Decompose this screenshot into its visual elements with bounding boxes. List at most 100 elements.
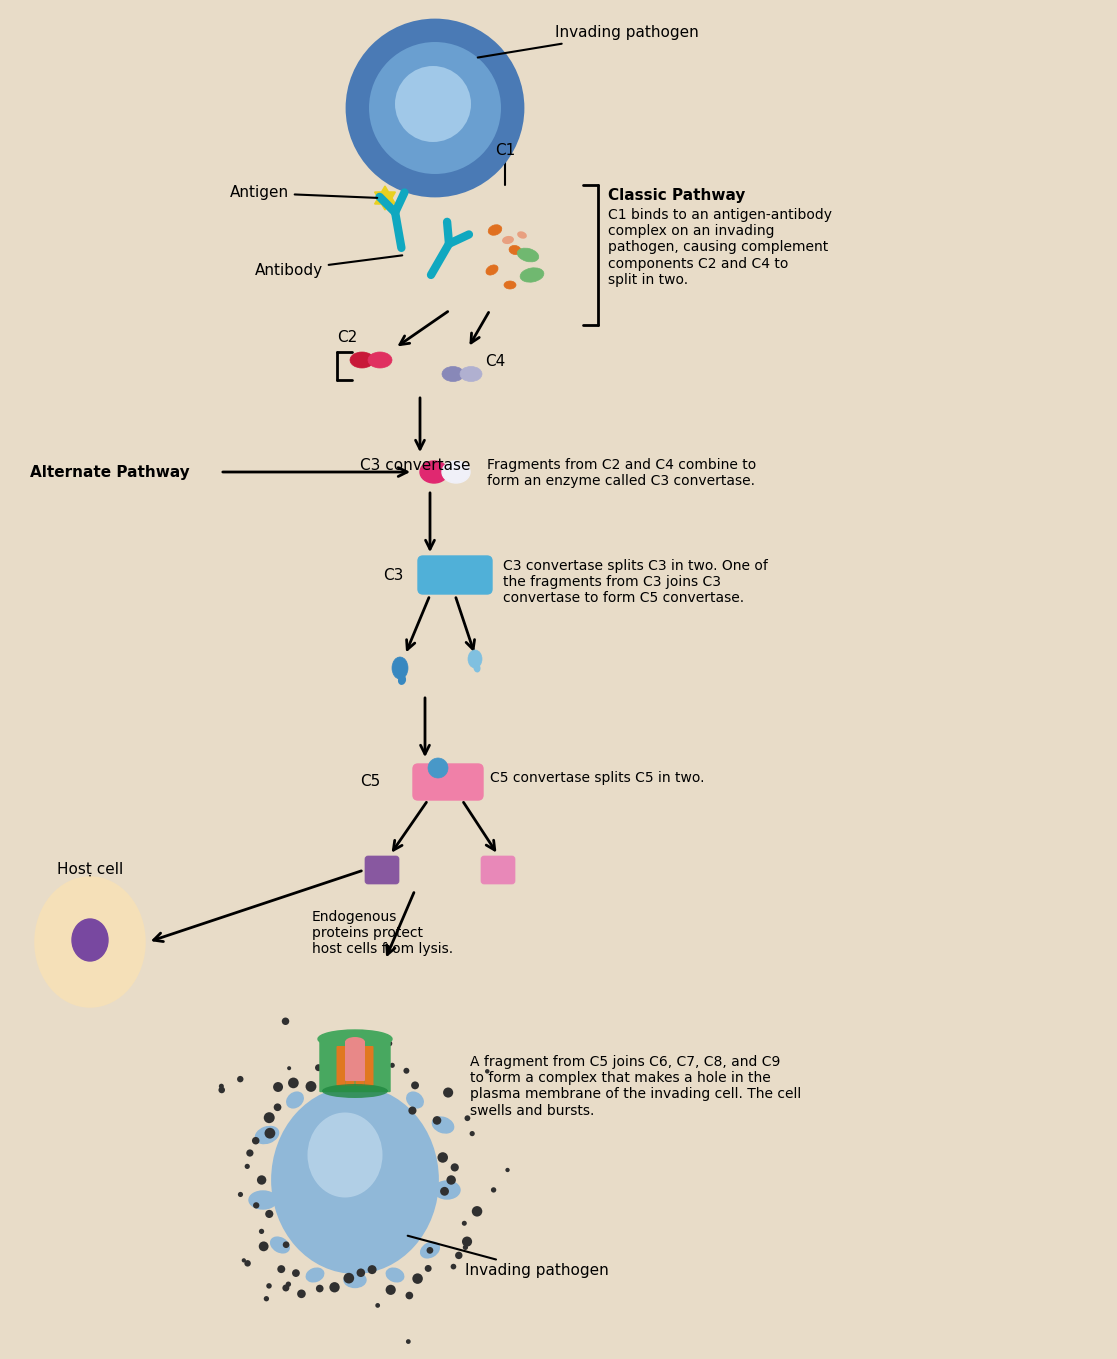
Circle shape: [405, 1339, 411, 1344]
Circle shape: [450, 1264, 456, 1269]
Circle shape: [283, 1241, 289, 1248]
Ellipse shape: [398, 675, 407, 685]
Circle shape: [347, 20, 523, 196]
Circle shape: [259, 1229, 265, 1234]
Text: Antigen: Antigen: [230, 185, 378, 201]
Text: C5: C5: [360, 775, 380, 790]
Circle shape: [375, 1303, 380, 1307]
Ellipse shape: [256, 1127, 278, 1143]
Circle shape: [219, 1087, 225, 1093]
Text: C3 convertase splits C3 in two. One of
the fragments from C3 joins C3
convertase: C3 convertase splits C3 in two. One of t…: [503, 559, 767, 605]
FancyBboxPatch shape: [327, 1038, 336, 1093]
FancyBboxPatch shape: [319, 1038, 328, 1093]
Circle shape: [288, 1078, 298, 1089]
FancyBboxPatch shape: [365, 856, 399, 883]
Circle shape: [330, 1282, 340, 1292]
FancyBboxPatch shape: [366, 1038, 375, 1093]
FancyBboxPatch shape: [355, 1046, 364, 1086]
Ellipse shape: [432, 1117, 454, 1133]
Circle shape: [287, 1067, 292, 1070]
Circle shape: [369, 42, 502, 174]
Ellipse shape: [407, 1093, 423, 1108]
Ellipse shape: [322, 1084, 388, 1098]
Circle shape: [264, 1296, 269, 1302]
Circle shape: [265, 1210, 274, 1218]
Circle shape: [395, 67, 471, 141]
Circle shape: [411, 1082, 419, 1090]
FancyBboxPatch shape: [418, 556, 491, 594]
Ellipse shape: [460, 367, 483, 382]
Circle shape: [440, 1186, 449, 1196]
FancyBboxPatch shape: [345, 1046, 354, 1086]
Circle shape: [424, 1265, 431, 1272]
Circle shape: [245, 1163, 250, 1169]
Circle shape: [283, 1284, 289, 1291]
FancyBboxPatch shape: [351, 1038, 360, 1093]
FancyBboxPatch shape: [336, 1046, 345, 1086]
Ellipse shape: [386, 1268, 403, 1282]
Ellipse shape: [521, 268, 544, 283]
Circle shape: [238, 1192, 244, 1197]
Circle shape: [357, 1074, 366, 1082]
Circle shape: [390, 1063, 394, 1068]
Circle shape: [385, 1284, 395, 1295]
Ellipse shape: [36, 878, 144, 1006]
Ellipse shape: [468, 650, 483, 669]
Ellipse shape: [345, 1037, 365, 1046]
Ellipse shape: [488, 224, 502, 235]
Circle shape: [292, 1269, 299, 1277]
Polygon shape: [374, 186, 395, 211]
Ellipse shape: [273, 1087, 438, 1272]
Ellipse shape: [367, 352, 392, 368]
Text: C3: C3: [383, 568, 403, 583]
Ellipse shape: [318, 1030, 392, 1048]
Text: Invading pathogen: Invading pathogen: [478, 26, 699, 57]
Circle shape: [315, 1064, 322, 1071]
Circle shape: [246, 1150, 254, 1157]
Circle shape: [471, 1205, 483, 1216]
Circle shape: [461, 1220, 467, 1226]
Text: C5 convertase splits C5 in two.: C5 convertase splits C5 in two.: [490, 771, 705, 786]
Ellipse shape: [502, 236, 514, 245]
Text: C1: C1: [495, 143, 515, 158]
Circle shape: [462, 1237, 472, 1246]
Circle shape: [403, 1068, 410, 1074]
Circle shape: [438, 1152, 448, 1163]
Circle shape: [367, 1265, 376, 1275]
Text: Host cell: Host cell: [57, 862, 123, 877]
Circle shape: [281, 1018, 289, 1025]
Circle shape: [432, 1116, 441, 1125]
Circle shape: [462, 1245, 468, 1250]
Ellipse shape: [270, 1237, 289, 1253]
Circle shape: [257, 1176, 266, 1185]
Circle shape: [297, 1290, 306, 1298]
FancyBboxPatch shape: [345, 1041, 365, 1080]
Circle shape: [485, 1070, 489, 1074]
Circle shape: [465, 1116, 470, 1121]
Ellipse shape: [421, 1242, 439, 1258]
Circle shape: [277, 1265, 285, 1273]
Circle shape: [447, 1176, 456, 1185]
Circle shape: [427, 1248, 433, 1254]
Circle shape: [264, 1112, 275, 1123]
Ellipse shape: [306, 1268, 324, 1282]
Circle shape: [490, 1188, 496, 1193]
Circle shape: [370, 1083, 375, 1089]
Circle shape: [266, 1283, 271, 1288]
FancyBboxPatch shape: [364, 1046, 373, 1086]
Text: Fragments from C2 and C4 combine to
form an enzyme called C3 convertase.: Fragments from C2 and C4 combine to form…: [487, 458, 756, 488]
Circle shape: [237, 1076, 244, 1082]
Circle shape: [219, 1083, 223, 1089]
Text: C1 binds to an antigen-antibody
complex on an invading
pathogen, causing complem: C1 binds to an antigen-antibody complex …: [608, 208, 832, 287]
Text: C4: C4: [485, 353, 505, 370]
Circle shape: [274, 1104, 281, 1112]
Ellipse shape: [442, 367, 464, 382]
FancyBboxPatch shape: [343, 1038, 352, 1093]
Circle shape: [343, 1067, 353, 1076]
Ellipse shape: [249, 1190, 277, 1210]
Circle shape: [252, 1137, 259, 1144]
Circle shape: [386, 1041, 392, 1046]
Circle shape: [450, 1163, 459, 1171]
Ellipse shape: [442, 461, 470, 482]
Ellipse shape: [344, 1272, 366, 1287]
